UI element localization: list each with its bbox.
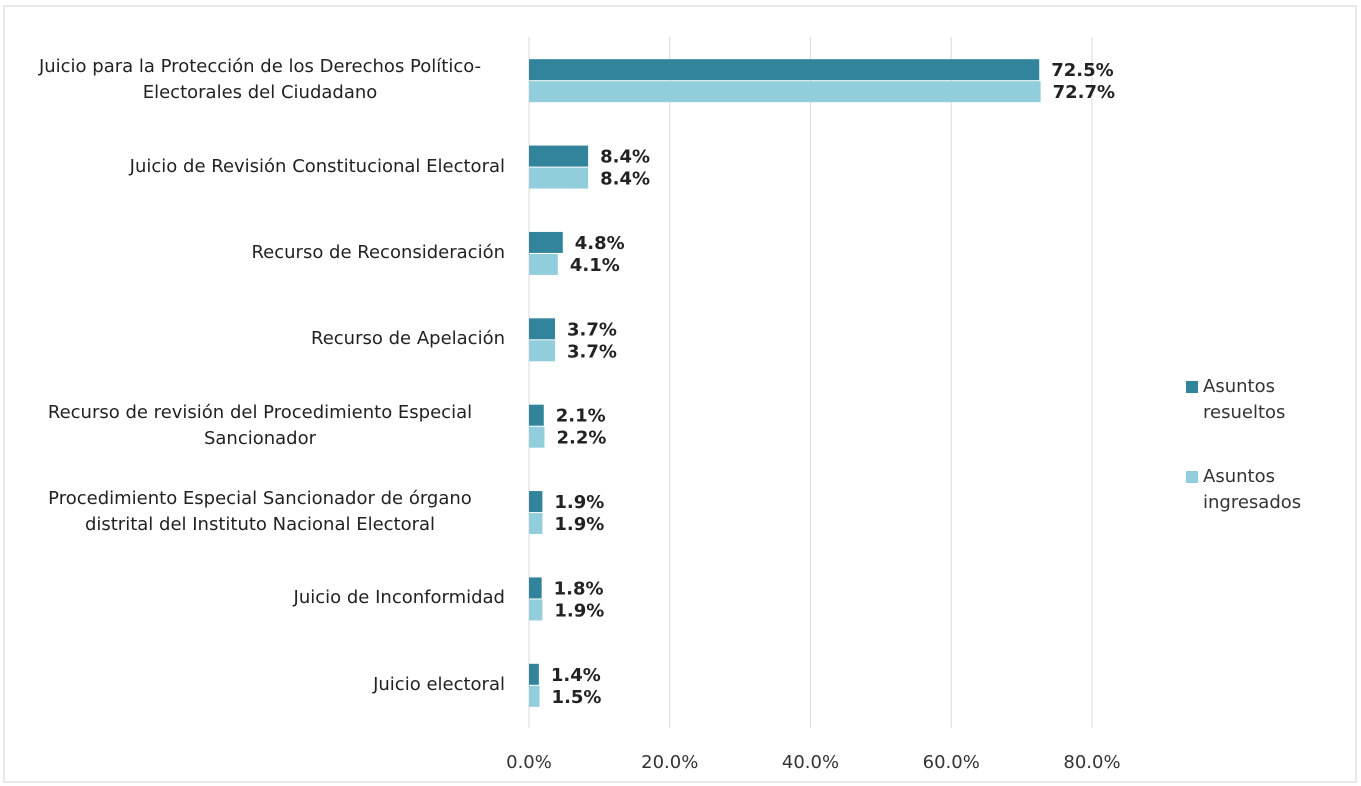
value-label: 1.8% <box>554 578 604 599</box>
frame <box>3 5 1357 783</box>
value-label: 72.7% <box>1053 82 1115 103</box>
category-label: Procedimiento Especial Sancionador de ór… <box>48 488 472 536</box>
bar <box>529 685 540 707</box>
value-label: 8.4% <box>600 169 650 190</box>
value-label: 3.7% <box>567 341 617 362</box>
category-label: Recurso de Apelación <box>311 328 505 350</box>
bar <box>529 253 558 275</box>
bar <box>529 404 544 426</box>
category-label: Juicio de Revisión Constitucional Electo… <box>129 155 505 177</box>
value-label: 1.9% <box>554 600 604 621</box>
value-label: 8.4% <box>600 147 650 168</box>
value-label: 1.5% <box>552 687 602 708</box>
x-tick-label: 60.0% <box>923 752 980 773</box>
category-label: Juicio de Inconformidad <box>293 587 505 609</box>
bar <box>529 513 543 535</box>
category-label: Juicio para la Protección de los Derecho… <box>38 56 482 104</box>
category-label: Juicio electoral <box>373 673 505 695</box>
category-label: Recurso de Reconsideración <box>251 241 505 263</box>
value-label: 2.1% <box>556 406 606 427</box>
legend-swatch <box>1186 471 1198 483</box>
legend-swatch <box>1186 381 1198 393</box>
value-label: 72.5% <box>1051 60 1113 81</box>
value-label: 1.4% <box>551 665 601 686</box>
x-tick-label: 20.0% <box>641 752 698 773</box>
legend-label: Asuntos ingresados <box>1203 466 1302 513</box>
value-label: 4.1% <box>570 255 620 276</box>
bar <box>529 663 539 685</box>
bar <box>529 426 545 448</box>
bar <box>529 599 543 621</box>
value-label: 3.7% <box>567 319 617 340</box>
bar <box>529 491 543 513</box>
value-label: 1.9% <box>554 492 604 513</box>
bar <box>529 231 563 253</box>
x-tick-label: 80.0% <box>1063 752 1120 773</box>
bar <box>529 340 556 362</box>
bar <box>529 318 556 340</box>
bar <box>529 167 589 189</box>
x-tick-label: 0.0% <box>506 752 552 773</box>
bar <box>529 81 1041 103</box>
legend-label: Asuntos resueltos <box>1203 376 1286 423</box>
bar <box>529 59 1040 81</box>
value-label: 4.8% <box>575 233 625 254</box>
bar <box>529 145 589 167</box>
value-label: 2.2% <box>556 428 606 449</box>
category-label: Recurso de revisión del Procedimiento Es… <box>47 401 473 449</box>
value-label: 1.9% <box>554 514 604 535</box>
x-tick-label: 40.0% <box>782 752 839 773</box>
bar <box>529 577 542 599</box>
